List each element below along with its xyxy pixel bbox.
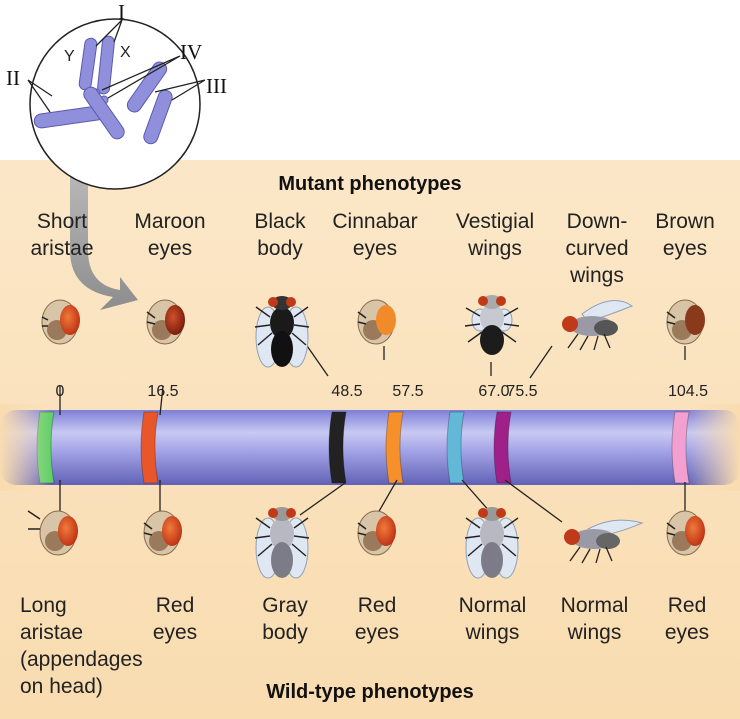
locus-position: 48.5 (331, 383, 363, 400)
mutant-label: Brown eyes (655, 210, 715, 260)
fly-head-icon (27, 510, 78, 556)
locus-position: 16.5 (147, 383, 179, 400)
locus-position: 0 (55, 383, 65, 400)
fly-head-icon (357, 299, 396, 345)
locus-position: 75.5 (506, 383, 538, 400)
chromosome-label-x: X (120, 44, 131, 61)
fly-head-icon (666, 510, 705, 556)
fly-head-icon (41, 299, 80, 345)
wild-type-label: Red eyes (354, 594, 400, 644)
wild-type-label: Normal wings (458, 594, 527, 644)
wild-type-label: Long aristae (appendages on head) (20, 594, 143, 698)
chromosome-label-i: I (118, 0, 125, 24)
mutant-label: Black body (254, 210, 306, 260)
wild-type-heading: Wild-type phenotypes (266, 681, 474, 703)
wild-type-label: Red eyes (152, 594, 198, 644)
wild-type-label: Normal wings (560, 594, 629, 644)
chromosome-pointer-lines (27, 19, 206, 113)
curved-wing-fly-side-icon (562, 300, 634, 351)
chromosome-label-iii: III (206, 74, 227, 98)
wild-type-label: Red eyes (664, 594, 710, 644)
connector-lines (59, 329, 686, 523)
mutant-label: Short aristae (30, 210, 94, 260)
fly-side-icon (564, 519, 644, 564)
vestigial-wing-fly-icon (464, 295, 520, 355)
karyotype-circle (29, 18, 201, 190)
mutant-label: Cinnabar eyes (332, 210, 418, 260)
chromosomes (33, 35, 173, 145)
black-body-fly-icon (254, 296, 310, 368)
fly-head-icon (143, 510, 182, 556)
chromosome-label-iv: IV (180, 40, 203, 64)
chromosome-fade (0, 404, 740, 491)
mutant-heading: Mutant phenotypes (278, 173, 462, 195)
pointer-arrow (70, 172, 138, 310)
chromosome-label-ii: II (6, 66, 20, 90)
locus-position: 67.0 (478, 383, 510, 400)
locus-position: 57.5 (392, 383, 424, 400)
locus-position: 104.5 (667, 383, 709, 400)
fly-head-icon (146, 299, 185, 345)
normal-wing-fly-icon (464, 507, 520, 579)
mutant-label: Maroon eyes (134, 210, 206, 260)
mutant-label: Down-curved wings (565, 210, 629, 287)
wild-type-label: Gray body (262, 594, 308, 644)
fly-head-icon (666, 299, 705, 345)
mutant-label: Vestigial wings (455, 210, 535, 260)
gray-body-fly-icon (254, 507, 310, 579)
chromosome-label-y: Y (64, 48, 75, 65)
fly-head-icon (357, 510, 396, 556)
